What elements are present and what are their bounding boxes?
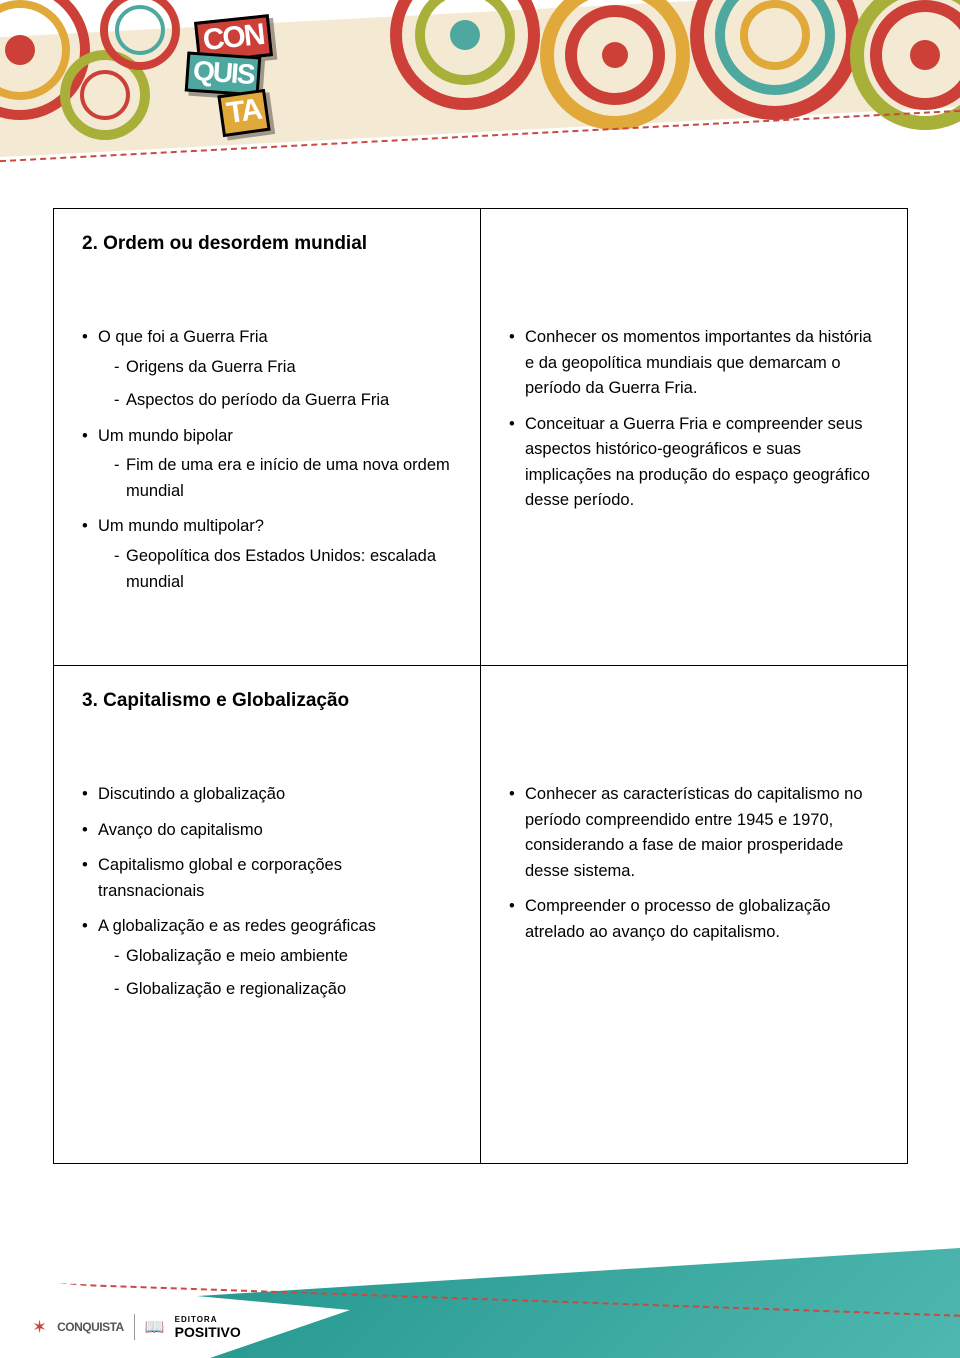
objective-list: Conhecer os momentos importantes da hist… <box>509 325 879 514</box>
footer-brand-right-main: POSITIVO <box>175 1324 241 1340</box>
right-cell: Conhecer as características do capitalis… <box>481 754 908 1163</box>
list-item: Conceituar a Guerra Fria e compreender s… <box>509 412 879 514</box>
sub-item: Globalização e meio ambiente <box>114 944 452 970</box>
right-cell: Conhecer os momentos importantes da hist… <box>481 297 908 666</box>
star-icon: ✶ <box>32 1317 47 1338</box>
list-item: Conhecer as características do capitalis… <box>509 782 879 884</box>
topic-list: Discutindo a globalização Avanço do capi… <box>82 782 452 1003</box>
page: CON QUIS TA 2. Ordem ou desordem mundial… <box>0 0 960 1358</box>
sub-item: Fim de uma era e início de uma nova orde… <box>114 453 452 504</box>
item-text: Um mundo multipolar? <box>98 517 264 535</box>
sub-item: Origens da Guerra Fria <box>114 355 452 381</box>
circle-icon <box>450 20 480 50</box>
book-icon: 📖 <box>145 1317 165 1337</box>
section-title-cell: 3. Capitalismo e Globalização <box>54 666 481 755</box>
ring-icon <box>115 5 165 55</box>
list-item: Um mundo bipolar Fim de uma era e início… <box>82 424 452 505</box>
item-text: O que foi a Guerra Fria <box>98 328 268 346</box>
item-text: A globalização e as redes geográficas <box>98 917 376 935</box>
circle-icon <box>602 42 628 68</box>
footer-brand-right: EDITORA POSITIVO <box>175 1315 241 1340</box>
list-item: Capitalismo global e corporações transna… <box>82 853 452 904</box>
sub-item: Globalização e regionalização <box>114 977 452 1003</box>
circle-icon <box>5 35 35 65</box>
section-title: 3. Capitalismo e Globalização <box>82 690 452 712</box>
empty-cell <box>481 209 908 298</box>
list-item: A globalização e as redes geográficas Gl… <box>82 914 452 1003</box>
empty-cell <box>481 666 908 755</box>
ring-icon <box>80 70 130 120</box>
list-item: Um mundo multipolar? Geopolítica dos Est… <box>82 514 452 595</box>
ring-icon <box>740 0 810 70</box>
list-item: Discutindo a globalização <box>82 782 452 808</box>
objective-list: Conhecer as características do capitalis… <box>509 782 879 945</box>
section-title: 2. Ordem ou desordem mundial <box>82 233 452 255</box>
topic-list: O que foi a Guerra Fria Origens da Guerr… <box>82 325 452 595</box>
list-item: O que foi a Guerra Fria Origens da Guerr… <box>82 325 452 414</box>
list-item: Compreender o processo de globalização a… <box>509 894 879 945</box>
footer-brand-left: CONQUISTA <box>57 1320 124 1334</box>
header-band: CON QUIS TA <box>0 0 960 160</box>
content-table: 2. Ordem ou desordem mundial O que foi a… <box>53 208 908 1164</box>
list-item: Avanço do capitalismo <box>82 818 452 844</box>
footer-logos: ✶ CONQUISTA 📖 EDITORA POSITIVO <box>32 1314 241 1340</box>
logo-line-3: TA <box>217 89 270 137</box>
brand-logo: CON QUIS TA <box>190 18 340 168</box>
left-cell: Discutindo a globalização Avanço do capi… <box>54 754 481 1163</box>
divider <box>134 1314 135 1340</box>
sub-item: Aspectos do período da Guerra Fria <box>114 388 452 414</box>
section-title-cell: 2. Ordem ou desordem mundial <box>54 209 481 298</box>
sub-item: Geopolítica dos Estados Unidos: escalada… <box>114 544 452 595</box>
circle-icon <box>910 40 940 70</box>
footer-brand-right-top: EDITORA <box>175 1315 241 1324</box>
left-cell: O que foi a Guerra Fria Origens da Guerr… <box>54 297 481 666</box>
list-item: Conhecer os momentos importantes da hist… <box>509 325 879 402</box>
item-text: Um mundo bipolar <box>98 427 233 445</box>
